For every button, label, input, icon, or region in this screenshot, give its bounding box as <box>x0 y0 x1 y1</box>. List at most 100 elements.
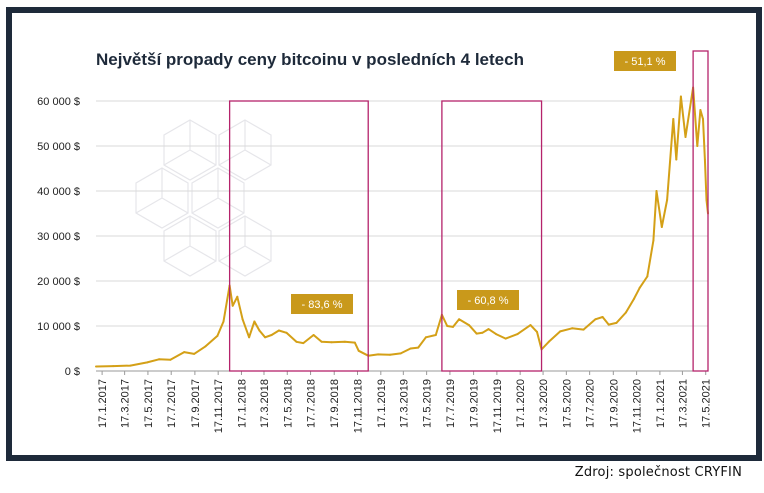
data-point <box>183 351 186 354</box>
data-point <box>409 347 412 350</box>
data-point <box>468 324 470 327</box>
data-point <box>377 353 380 356</box>
data-point <box>357 349 360 352</box>
data-point <box>646 275 649 278</box>
drop-label-bg <box>457 290 519 310</box>
watermark-cube-edges <box>191 168 245 214</box>
data-point <box>417 346 420 349</box>
data-point <box>672 118 675 120</box>
watermark-cubes <box>135 119 272 277</box>
x-tick-label: 17.5.2021 <box>701 379 713 428</box>
data-point <box>615 321 618 324</box>
drop-label: - 83,6 % <box>302 299 343 311</box>
data-point <box>399 352 402 355</box>
data-point <box>675 158 678 161</box>
data-point <box>112 365 115 368</box>
watermark-cube <box>135 167 189 229</box>
watermark-cube <box>163 215 217 277</box>
data-point <box>638 286 641 289</box>
x-tick-label: 17.11.2018 <box>353 379 365 433</box>
x-tick-label: 17.1.2018 <box>236 379 248 428</box>
data-point <box>559 330 562 333</box>
x-tick-label: 17.3.2021 <box>677 379 689 428</box>
y-axis: 0 $ 10 000 $ 20 000 $ 30 000 $ 40 000 $ 50 00… <box>37 96 80 378</box>
price-line <box>95 86 709 368</box>
data-point <box>601 316 604 318</box>
data-point <box>504 337 507 340</box>
data-point <box>699 109 702 111</box>
x-axis: 17.1.2017 17.3.2017 17.5.2017 17.7.2017 17.9… <box>97 371 713 433</box>
series <box>95 86 709 368</box>
data-point <box>253 320 256 323</box>
x-tick-label: 17.1.2019 <box>376 379 388 428</box>
y-tick-label: 40 000 $ <box>37 186 80 198</box>
data-point <box>204 345 207 348</box>
y-tick-label: 10 000 $ <box>37 321 80 333</box>
data-point <box>624 311 627 314</box>
data-point <box>452 325 454 328</box>
source-note: Zdroj: společnost CRYFIN <box>574 465 742 480</box>
drop-label: - 60,8 % <box>468 295 509 307</box>
data-point <box>302 342 305 345</box>
x-tick-label: 17.1.2020 <box>515 379 527 428</box>
data-point <box>330 341 333 344</box>
watermark-cube-edges <box>163 120 217 166</box>
y-tick-label: 20 000 $ <box>37 276 80 288</box>
data-point <box>516 333 519 336</box>
watermark-cube-edges <box>218 216 272 262</box>
data-point <box>222 320 225 323</box>
y-tick-label: 30 000 $ <box>37 231 80 243</box>
data-point <box>169 358 172 361</box>
data-point <box>632 298 635 300</box>
watermark-cube <box>218 119 272 181</box>
data-point <box>495 333 498 336</box>
data-point <box>312 334 315 336</box>
drop-label-bg <box>291 294 353 314</box>
x-tick-label: 17.7.2020 <box>585 379 597 428</box>
data-point <box>258 329 261 332</box>
data-point <box>353 341 356 344</box>
x-tick-label: 17.7.2017 <box>166 379 178 428</box>
data-point <box>236 295 239 298</box>
data-point <box>582 328 585 331</box>
highlight-box <box>228 100 369 372</box>
data-point <box>679 95 682 98</box>
data-point <box>146 361 149 364</box>
drop-label: - 51,1 % <box>625 56 666 68</box>
data-point <box>547 340 550 343</box>
data-point <box>434 334 437 336</box>
data-point <box>295 340 298 343</box>
data-point <box>285 331 288 334</box>
data-point <box>231 304 234 307</box>
watermark-cube <box>191 167 245 229</box>
data-point <box>446 325 449 327</box>
data-point <box>607 323 610 326</box>
data-point <box>158 358 160 361</box>
data-point <box>264 336 267 339</box>
grid <box>96 100 708 372</box>
data-point <box>696 145 699 147</box>
x-tick-label: 17.7.2019 <box>445 379 457 428</box>
x-tick-label: 17.9.2020 <box>608 379 620 428</box>
data-point <box>684 136 687 138</box>
data-point <box>277 329 280 332</box>
y-tick-label: 50 000 $ <box>37 141 80 153</box>
data-point <box>270 334 273 336</box>
data-point <box>666 199 669 201</box>
watermark-cube <box>163 119 217 181</box>
data-point <box>655 190 658 192</box>
data-point <box>703 158 706 161</box>
x-tick-label: 17.1.2017 <box>97 379 109 428</box>
x-tick-label: 17.7.2018 <box>306 379 318 428</box>
data-point <box>320 340 323 343</box>
data-point <box>95 365 97 368</box>
chart-frame <box>6 7 762 461</box>
data-point <box>487 328 490 331</box>
data-point <box>343 340 346 343</box>
data-point <box>652 239 655 242</box>
data-point <box>241 318 244 321</box>
data-point <box>129 364 132 367</box>
x-tick-label: 17.9.2018 <box>329 379 341 428</box>
watermark-cube <box>218 215 272 277</box>
